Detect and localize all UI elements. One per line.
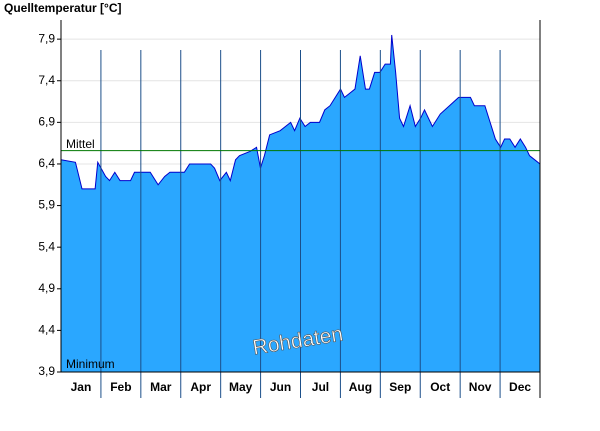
y-tick-label: 7,4 [38,73,55,87]
minimum-label: Minimum [66,357,115,371]
y-tick-label: 3,9 [38,364,55,378]
y-tick-label: 5,4 [38,239,55,253]
y-tick-label: 6,9 [38,115,55,129]
x-tick-label: Nov [469,380,492,394]
y-tick-label: 4,9 [38,281,55,295]
x-tick-label: Aug [349,380,372,394]
x-tick-label: Mar [150,380,172,394]
x-tick-label: Apr [190,380,211,394]
x-tick-label: Oct [430,380,450,394]
line [60,34,541,190]
chart-title: Quelltemperatur [°C] [4,1,121,15]
x-tick-label: Sep [389,380,411,394]
x-tick-label: Jan [71,380,92,394]
x-tick-label: Jul [312,380,329,394]
y-tick-label: 6,4 [38,156,55,170]
y-tick-label: 4,4 [38,323,55,337]
y-tick-label: 5,9 [38,198,55,212]
x-tick-label: Feb [110,380,131,394]
y-tick-label: 7,9 [38,31,55,45]
x-tick-label: May [229,380,253,394]
mean-label: Mittel [66,137,95,151]
x-tick-label: Jun [270,380,291,394]
x-tick-label: Dec [509,380,531,394]
